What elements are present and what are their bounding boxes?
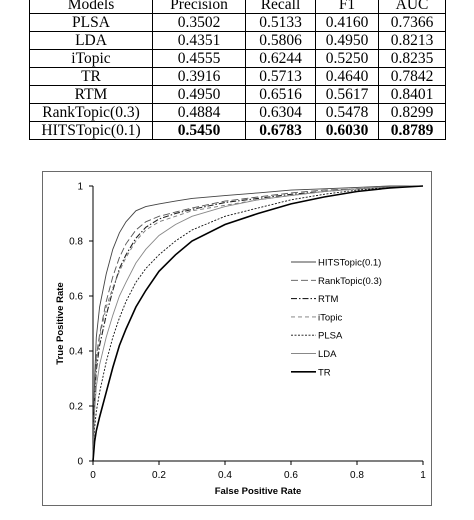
recall-cell: 0.5133 (245, 13, 316, 32)
header-f1: F1 (315, 0, 379, 14)
legend-label: HITSTopic(0.1) (318, 258, 381, 269)
f1-cell: 0.5617 (315, 85, 379, 104)
y-tick-label: 0.4 (69, 347, 83, 358)
precision-cell: 0.4884 (152, 103, 246, 122)
table-header-row: Models Precision Recall F1 AUC (29, 0, 446, 14)
y-tick-label: 1 (77, 182, 83, 193)
x-axis-title: False Positive Rate (215, 486, 302, 497)
table-body: Models Precision Recall F1 AUC PLSA 0.350… (29, 0, 446, 140)
model-name-cell: RankTopic(0.3) (29, 103, 153, 122)
precision-cell: 0.5450 (152, 121, 246, 140)
series-line-plsa (92, 185, 424, 462)
series-line-hitstopic-0-1 (92, 185, 423, 462)
precision-cell: 0.3916 (152, 67, 246, 86)
table-row: HITSTopic(0.1) 0.5450 0.6783 0.6030 0.8789 (29, 121, 446, 140)
x-tick-label: 0.2 (152, 470, 166, 481)
recall-cell: 0.5806 (245, 31, 316, 50)
table-row: RTM 0.4950 0.6516 0.5617 0.8401 (29, 85, 446, 104)
x-tick-label: 0.8 (350, 470, 364, 481)
y-tick-label: 0 (77, 457, 83, 468)
legend-label: PLSA (318, 331, 343, 342)
header-models: Models (29, 0, 153, 14)
y-axis-title: True Positive Rate (55, 282, 66, 364)
y-tick-label: 0.2 (69, 402, 83, 413)
auc-cell: 0.8401 (378, 85, 446, 104)
x-tick-label: 0.6 (284, 470, 298, 481)
recall-cell: 0.6783 (245, 121, 316, 140)
header-auc: AUC (378, 0, 446, 14)
recall-cell: 0.6516 (245, 85, 316, 104)
x-tick-label: 1 (420, 470, 426, 481)
auc-cell: 0.8235 (378, 49, 446, 68)
f1-cell: 0.4160 (315, 13, 379, 32)
table-row: LDA 0.4351 0.5806 0.4950 0.8213 (29, 31, 446, 50)
legend-label: RankTopic(0.3) (318, 276, 382, 287)
model-name-cell: PLSA (29, 13, 153, 32)
precision-cell: 0.4950 (152, 85, 246, 104)
header-recall: Recall (245, 0, 316, 14)
legend-label: TR (318, 367, 331, 378)
legend-label: RTM (318, 294, 338, 305)
recall-cell: 0.6304 (245, 103, 316, 122)
series-line-ranktopic-0-3 (92, 185, 424, 462)
y-tick-label: 0.6 (69, 292, 83, 303)
results-table: Models Precision Recall F1 AUC PLSA 0.350… (29, 0, 446, 140)
recall-cell: 0.5713 (245, 67, 316, 86)
auc-cell: 0.7366 (378, 13, 446, 32)
roc-figure: 0 0.2 0.4 0.6 0.8 1 0 0.2 0.4 0.6 0.8 1 False Positi… (42, 171, 432, 506)
y-tick-label: 0.8 (69, 237, 83, 248)
model-name-cell: iTopic (29, 49, 153, 68)
auc-cell: 0.8299 (378, 103, 446, 122)
f1-cell: 0.4640 (315, 67, 379, 86)
table-row: PLSA 0.3502 0.5133 0.4160 0.7366 (29, 13, 446, 32)
series-line-rtm (92, 185, 424, 462)
auc-cell: 0.8213 (378, 31, 446, 50)
recall-cell: 0.6244 (245, 49, 316, 68)
precision-cell: 0.4555 (152, 49, 246, 68)
series-line-tr (92, 185, 424, 462)
table-row: RankTopic(0.3) 0.4884 0.6304 0.5478 0.8299 (29, 103, 446, 122)
f1-cell: 0.5250 (315, 49, 379, 68)
model-name-cell: RTM (29, 85, 153, 104)
precision-cell: 0.4351 (152, 31, 246, 50)
table-row: iTopic 0.4555 0.6244 0.5250 0.8235 (29, 49, 446, 68)
model-name-cell: TR (29, 67, 153, 86)
legend-label: LDA (318, 349, 337, 360)
precision-cell: 0.3502 (152, 13, 246, 32)
auc-cell: 0.7842 (378, 67, 446, 86)
legend-label: iTopic (318, 312, 343, 323)
f1-cell: 0.5478 (315, 103, 379, 122)
header-precision: Precision (152, 0, 246, 14)
x-tick-label: 0.4 (218, 470, 232, 481)
model-name-cell: LDA (29, 31, 153, 50)
auc-cell: 0.8789 (378, 121, 446, 140)
series-line-lda (92, 185, 424, 462)
f1-cell: 0.4950 (315, 31, 379, 50)
table-row: TR 0.3916 0.5713 0.4640 0.7842 (29, 67, 446, 86)
f1-cell: 0.6030 (315, 121, 379, 140)
x-tick-label: 0 (90, 470, 96, 481)
series-line-itopic (92, 185, 424, 462)
model-name-cell: HITSTopic(0.1) (29, 121, 153, 140)
roc-chart: 0 0.2 0.4 0.6 0.8 1 0 0.2 0.4 0.6 0.8 1 False Positi… (55, 182, 426, 498)
